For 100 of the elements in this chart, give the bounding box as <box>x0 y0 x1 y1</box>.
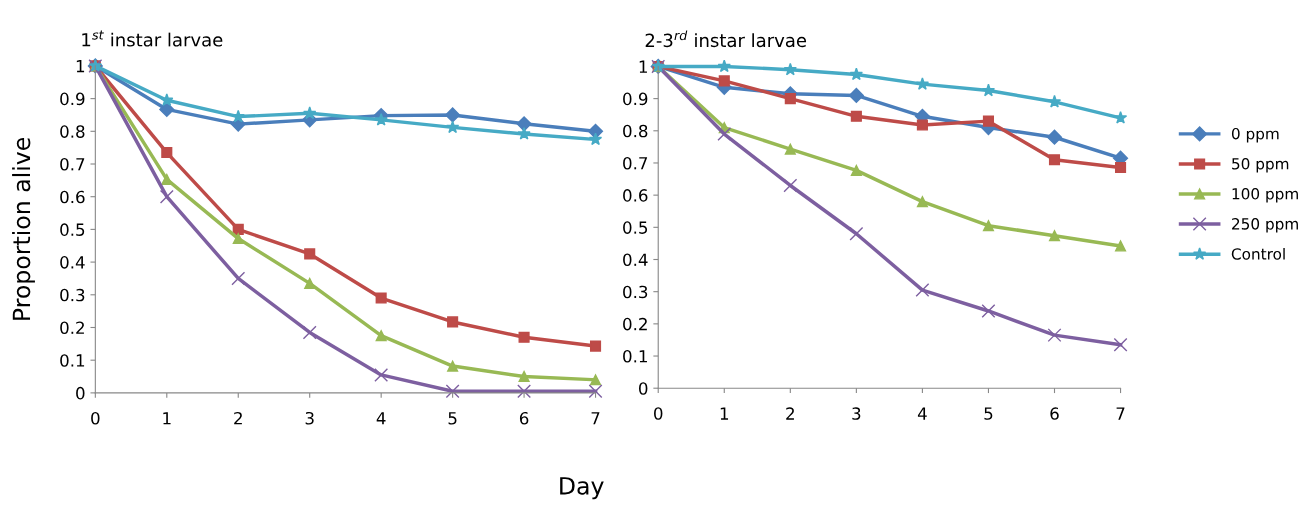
point <box>517 384 532 399</box>
point <box>232 223 244 235</box>
point <box>374 112 388 126</box>
point <box>303 106 317 120</box>
y-tick-label: 0.6 <box>60 190 85 204</box>
x-tick-label: 4 <box>917 407 927 420</box>
point <box>848 87 864 103</box>
point <box>1114 240 1127 252</box>
point <box>517 126 531 140</box>
chart-title: 1$^{st}$ instar larvae <box>82 30 223 47</box>
point <box>1047 94 1062 108</box>
legend-label: 100 ppm <box>1232 188 1298 203</box>
x-tick-label: 1 <box>163 412 171 425</box>
point <box>160 93 174 106</box>
y-tick-label: 0.2 <box>623 317 647 331</box>
point <box>718 75 730 87</box>
y-tick-label: 0.9 <box>60 92 85 106</box>
y-tick-label: 0.8 <box>60 125 85 138</box>
y-tick-label: 0 <box>639 382 648 395</box>
y-tick-label: 1 <box>639 60 647 73</box>
point <box>304 277 316 289</box>
x-tick-label: 4 <box>376 412 386 425</box>
point <box>850 110 862 122</box>
point <box>784 143 796 155</box>
y-tick-label: 0.1 <box>60 354 85 367</box>
point <box>445 107 461 123</box>
y-tick-label: 0.7 <box>60 157 85 171</box>
x-tick-label: 5 <box>984 407 993 420</box>
point <box>783 62 797 76</box>
y-tick-label: 0.9 <box>623 92 648 106</box>
y-tick-label: 0.4 <box>60 256 85 269</box>
point <box>445 384 460 399</box>
chart-title: 2-3$^{rd}$ instar larvae <box>645 30 807 48</box>
point <box>849 67 864 81</box>
legend-label: Control <box>1231 247 1285 260</box>
x-tick-label: 3 <box>852 407 861 420</box>
point <box>1048 154 1061 166</box>
y-tick-label: 0.2 <box>60 321 84 335</box>
y-tick-label: 0.1 <box>623 350 647 363</box>
x-tick-label: 0 <box>654 407 663 420</box>
point <box>1113 337 1128 352</box>
y-axis-title: Proportion alive <box>12 137 35 320</box>
point <box>375 292 387 304</box>
point <box>850 164 862 176</box>
point <box>588 384 603 399</box>
x-tick-label: 3 <box>305 411 314 425</box>
y-tick-label: 0.3 <box>623 285 648 299</box>
point <box>1047 328 1062 343</box>
point <box>783 178 798 193</box>
point <box>304 248 316 260</box>
x-tick-label: 7 <box>1116 407 1125 420</box>
point <box>916 119 928 131</box>
point <box>1114 161 1127 174</box>
point <box>981 304 996 318</box>
legend-label: 50 ppm <box>1232 157 1289 173</box>
point <box>516 116 532 132</box>
y-tick-label: 0.8 <box>623 124 648 138</box>
x-tick-label: 5 <box>448 412 457 425</box>
x-axis-title: Day <box>560 477 604 500</box>
x-tick-label: 7 <box>591 412 600 425</box>
point <box>161 147 173 159</box>
point <box>916 196 928 208</box>
y-tick-label: 0.5 <box>60 223 85 236</box>
legend-label: 250 ppm <box>1232 218 1298 233</box>
point <box>232 232 244 245</box>
x-tick-label: 6 <box>519 411 529 425</box>
point <box>447 316 459 328</box>
point <box>982 115 995 127</box>
point <box>518 331 530 343</box>
point <box>981 83 996 97</box>
point <box>374 367 389 382</box>
point <box>445 120 460 134</box>
y-tick-label: 1 <box>76 60 85 73</box>
y-tick-label: 0 <box>76 386 85 400</box>
point <box>915 283 930 298</box>
point <box>915 77 930 90</box>
point <box>982 220 995 232</box>
point <box>302 325 317 340</box>
y-tick-label: 0.7 <box>623 156 648 170</box>
point <box>375 330 387 342</box>
x-tick-label: 1 <box>720 407 729 420</box>
x-tick-label: 2 <box>786 407 794 420</box>
x-tick-label: 2 <box>234 411 242 425</box>
x-tick-label: 6 <box>1050 407 1059 420</box>
point <box>518 370 530 383</box>
point <box>159 189 174 204</box>
x-tick-label: 0 <box>91 411 100 425</box>
point <box>1048 230 1061 242</box>
y-tick-label: 0.6 <box>623 189 648 202</box>
point <box>589 374 602 386</box>
point <box>784 93 796 105</box>
y-tick-label: 0.3 <box>60 288 85 302</box>
point <box>588 132 603 146</box>
point <box>589 340 602 352</box>
y-tick-label: 0.4 <box>623 253 648 267</box>
point <box>447 360 459 372</box>
point <box>1046 129 1063 145</box>
point <box>717 59 731 73</box>
y-tick-label: 0.5 <box>623 221 648 234</box>
legend-label: 0 ppm <box>1231 127 1279 143</box>
